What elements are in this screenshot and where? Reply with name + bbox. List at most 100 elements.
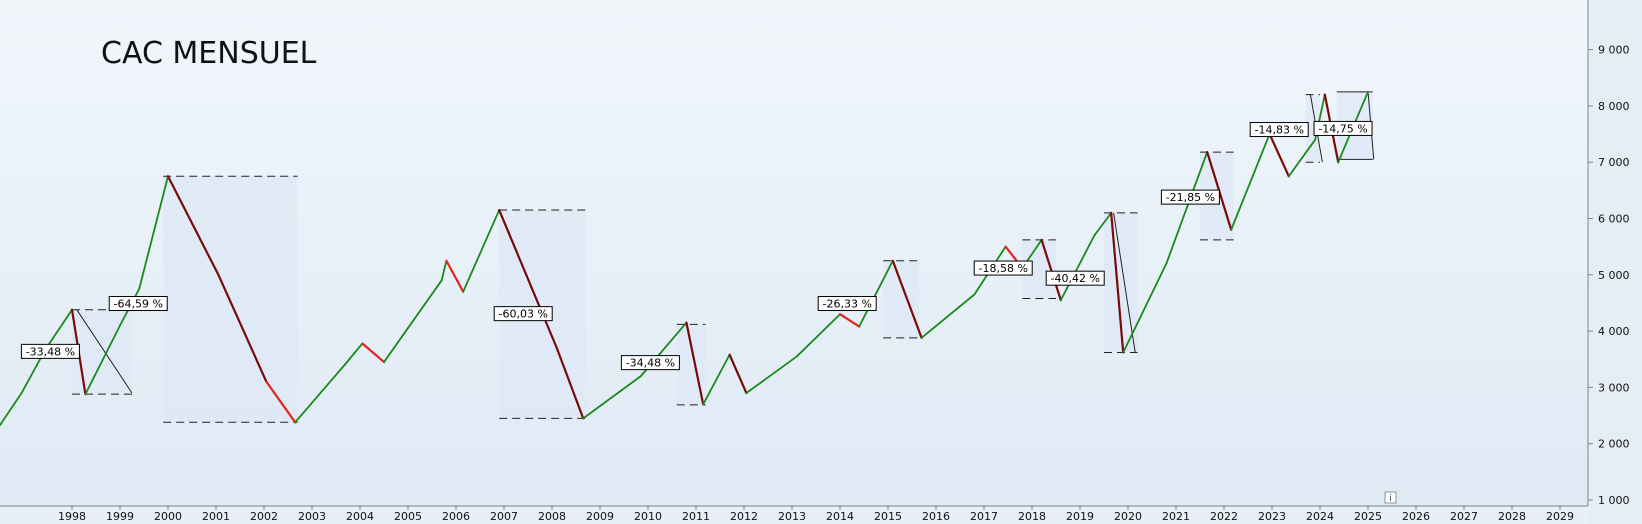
- y-tick-label: 6 000: [1598, 213, 1630, 226]
- y-tick-label: 2 000: [1598, 438, 1630, 451]
- drawdown-label: -21,85 %: [1160, 189, 1220, 205]
- drawdown-label: -40,42 %: [1045, 270, 1105, 286]
- price-segment: [498, 208, 558, 350]
- x-tick-label: 2002: [250, 510, 278, 523]
- drawdown-label-text: -14,83 %: [1254, 124, 1303, 137]
- x-tick-label: 2017: [970, 510, 998, 523]
- info-icon[interactable]: i: [1384, 491, 1397, 504]
- y-tick-label: 7 000: [1598, 156, 1630, 169]
- drawdown-label-text: -60,03 %: [498, 308, 547, 321]
- x-tick-label: 2007: [490, 510, 518, 523]
- x-axis-panel: [0, 506, 1588, 524]
- x-tick-label: 2020: [1114, 510, 1142, 523]
- y-tick-label: 4 000: [1598, 325, 1630, 338]
- drawdown-label-text: -64,59 %: [114, 298, 163, 311]
- x-tick-label: 2006: [442, 510, 470, 523]
- drawdown-label-text: -26,33 %: [822, 298, 871, 311]
- price-segment: [745, 355, 798, 394]
- price-segment: [728, 353, 748, 395]
- price-line: [0, 90, 1369, 427]
- x-tick-label: 2012: [730, 510, 758, 523]
- drawdown-label: -33,48 %: [20, 343, 80, 359]
- drawdown-label-text: -33,48 %: [26, 345, 75, 358]
- x-tick-label: 2008: [538, 510, 566, 523]
- drawdown-band: [1305, 94, 1320, 163]
- price-segment: [1287, 138, 1317, 178]
- y-tick-label: 5 000: [1598, 269, 1630, 282]
- price-segment: [138, 175, 169, 290]
- drawdown-labels: -33,48 % -64,59 % -60,03 % -34,48 % -26,33 %…: [20, 120, 1373, 371]
- price-segment: [702, 353, 731, 406]
- price-segment: [795, 313, 841, 358]
- price-segment: [1040, 238, 1062, 302]
- price-segment: [383, 279, 443, 363]
- price-segment: [1110, 211, 1125, 354]
- price-segment: [445, 259, 465, 293]
- drawdown-label-text: -21,85 %: [1166, 191, 1215, 204]
- drawdown-label-text: -14,75 %: [1318, 122, 1367, 135]
- x-tick-label: 2014: [826, 510, 854, 523]
- drawdown-label: -64,59 %: [108, 296, 168, 312]
- x-tick-label: 2022: [1210, 510, 1238, 523]
- chart-title: CAC MENSUEL: [101, 36, 317, 71]
- x-tick-label: 2004: [346, 510, 374, 523]
- price-segment: [344, 342, 364, 365]
- y-tick-label: 3 000: [1598, 381, 1630, 394]
- price-segment: [0, 392, 23, 427]
- x-tick-label: 2024: [1306, 510, 1334, 523]
- y-tick-label: 8 000: [1598, 100, 1630, 113]
- price-segment: [462, 209, 501, 293]
- x-tick-label: 2029: [1546, 510, 1574, 523]
- price-segment: [265, 380, 297, 424]
- x-tick-label: 2027: [1450, 510, 1478, 523]
- price-segment: [84, 324, 121, 396]
- price-segment: [555, 346, 585, 420]
- price-segment: [858, 259, 894, 328]
- price-segment: [1093, 211, 1113, 237]
- drawdown-band: [883, 260, 920, 338]
- x-tick-label: 2011: [682, 510, 710, 523]
- x-tick-label: 2016: [922, 510, 950, 523]
- x-tick-label: 2026: [1402, 510, 1430, 523]
- price-segment: [1230, 133, 1271, 231]
- drawdown-label: -60,03 %: [493, 306, 553, 322]
- price-segment: [294, 362, 347, 424]
- x-tick-label: 2015: [874, 510, 902, 523]
- drawdown-label: -26,33 %: [817, 296, 877, 312]
- y-tick-label: 1 000: [1598, 494, 1630, 507]
- drawdown-label-text: -18,58 %: [978, 262, 1027, 275]
- price-segment: [838, 313, 861, 328]
- price-segment: [1122, 262, 1168, 354]
- x-tick-label: 2000: [154, 510, 182, 523]
- drawdown-label: -14,75 %: [1313, 120, 1373, 136]
- x-tick-label: 2013: [778, 510, 806, 523]
- x-tick-label: 2005: [394, 510, 422, 523]
- x-axis-ticks: 1998 1999 2000 2001 2002 2003 2004 2005 2006 2007…: [58, 506, 1574, 523]
- price-segment: [891, 259, 923, 339]
- x-tick-label: 2010: [634, 510, 662, 523]
- svg-text:i: i: [1389, 494, 1392, 504]
- price-segment: [440, 259, 448, 282]
- price-segment: [685, 321, 705, 406]
- drawdown-connector: [76, 309, 133, 394]
- price-segment: [1165, 151, 1209, 265]
- price-segment: [361, 342, 386, 364]
- drawdown-label-text: -34,48 %: [626, 357, 675, 370]
- y-axis-ticks: 1 000 2 000 3 000 4 000 5 000 6 000 7 000 8 000…: [1588, 44, 1630, 507]
- drawdown-label: -14,83 %: [1249, 122, 1309, 138]
- drawdown-label: -34,48 %: [620, 355, 680, 371]
- price-segment: [217, 273, 268, 383]
- drawdown-band: [72, 309, 132, 395]
- x-tick-label: 2019: [1066, 510, 1094, 523]
- price-segment: [582, 375, 642, 420]
- x-tick-label: 2025: [1354, 510, 1382, 523]
- drawdown-label: -18,58 %: [973, 260, 1033, 276]
- price-segment: [166, 175, 220, 276]
- drawdown-label-text: -40,42 %: [1050, 272, 1099, 285]
- x-tick-label: 2003: [298, 510, 326, 523]
- x-tick-label: 1999: [106, 510, 134, 523]
- x-tick-label: 1998: [58, 510, 86, 523]
- price-segment: [920, 293, 976, 339]
